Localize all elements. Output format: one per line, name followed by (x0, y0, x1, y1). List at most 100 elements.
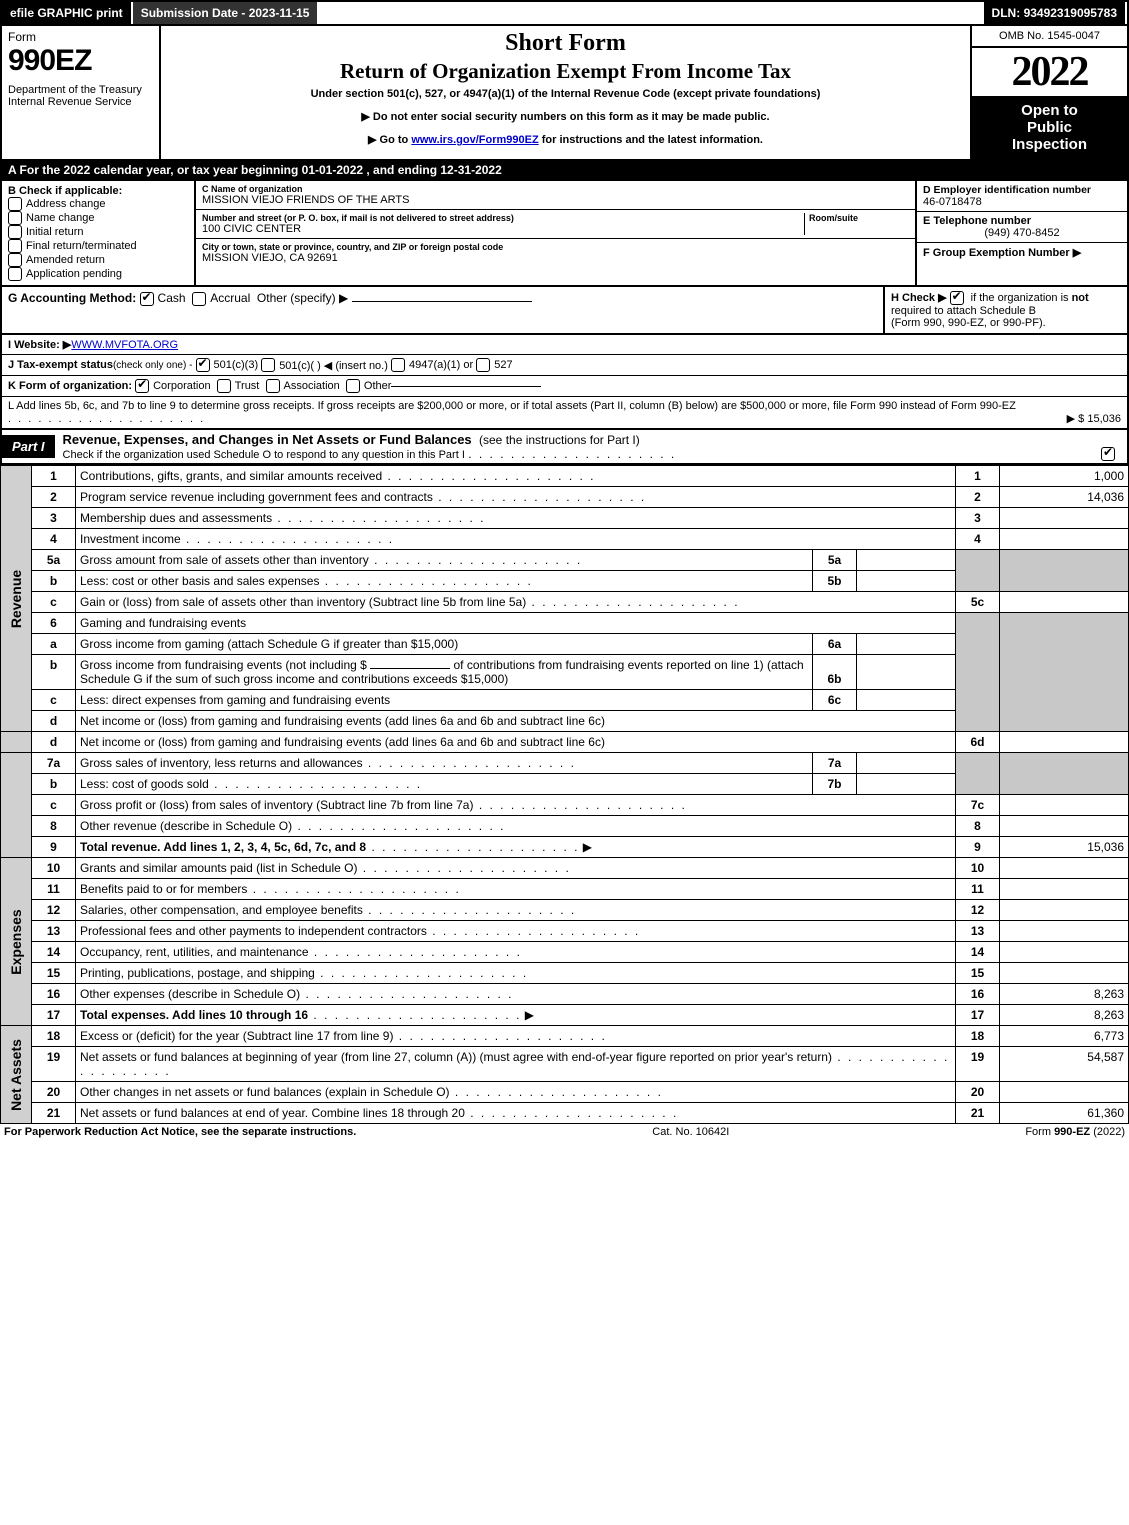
line7b-subnum: 7b (813, 774, 857, 795)
line7a-desc: Gross sales of inventory, less returns a… (76, 753, 813, 774)
k-other: Other (364, 380, 392, 392)
line5b-subamt (857, 571, 956, 592)
line6-num: 6 (32, 613, 76, 634)
h-not: not (1072, 292, 1089, 304)
j-1: 501(c)(3) (214, 359, 259, 371)
line9-amount: 15,036 (1000, 837, 1129, 858)
g-label: G Accounting Method: (8, 291, 136, 305)
line8-amount (1000, 816, 1129, 837)
checkbox-address-change[interactable] (8, 197, 22, 211)
line7b-num: b (32, 774, 76, 795)
ein-value: 46-0718478 (923, 196, 1121, 208)
opt-name: Name change (26, 212, 95, 224)
line6d-box: 6d (956, 732, 1000, 753)
line18-amount: 6,773 (1000, 1026, 1129, 1047)
line2-box: 2 (956, 487, 1000, 508)
website-link[interactable]: WWW.MVFOTA.ORG (71, 339, 178, 351)
org-name-label: C Name of organization (202, 184, 909, 194)
part1-table-cont: d Net income or (loss) from gaming and f… (0, 731, 1129, 1124)
checkbox-other[interactable] (346, 379, 360, 393)
line6b-num: b (32, 655, 76, 690)
line6b-blank[interactable] (370, 668, 450, 669)
org-name-cell: C Name of organization MISSION VIEJO FRI… (196, 181, 915, 210)
checkbox-501c[interactable] (261, 358, 275, 372)
checkbox-name-change[interactable] (8, 211, 22, 225)
checkbox-corp[interactable] (135, 379, 149, 393)
g-other-input[interactable] (352, 301, 532, 302)
line7b-subamt (857, 774, 956, 795)
line6d-desc2: Net income or (loss) from gaming and fun… (76, 732, 956, 753)
part1-tag: Part I (2, 435, 55, 458)
line21-box: 21 (956, 1103, 1000, 1124)
line18-num: 18 (32, 1026, 76, 1047)
topbar-spacer (319, 2, 983, 24)
h-text3: (Form 990, 990-EZ, or 990-PF). (891, 317, 1046, 329)
part1-check-dots (468, 447, 676, 461)
checkbox-accrual[interactable] (192, 292, 206, 306)
line5a-desc: Gross amount from sale of assets other t… (76, 550, 813, 571)
checkbox-trust[interactable] (217, 379, 231, 393)
j-label: J Tax-exempt status (8, 359, 113, 371)
submission-date-button[interactable]: Submission Date - 2023-11-15 (133, 2, 320, 24)
l-text: L Add lines 5b, 6c, and 7b to line 9 to … (8, 400, 1016, 412)
instructions-link[interactable]: www.irs.gov/Form990EZ (411, 134, 538, 146)
line11-amount (1000, 879, 1129, 900)
h-box: H Check ▶ if the organization is not req… (883, 287, 1127, 333)
line6b-desc1: Gross income from fundraising events (no… (80, 658, 367, 672)
line4-amount (1000, 529, 1129, 550)
line4-num: 4 (32, 529, 76, 550)
street-label: Number and street (or P. O. box, if mail… (202, 213, 804, 223)
line5a-subamt (857, 550, 956, 571)
footer-right: Form 990-EZ (2022) (1025, 1126, 1125, 1138)
j-3: 4947(a)(1) or (409, 359, 473, 371)
line6b-subnum: 6b (813, 655, 857, 690)
line19-num: 19 (32, 1047, 76, 1082)
line20-desc: Other changes in net assets or fund bala… (76, 1082, 956, 1103)
inspection-badge: Open to Public Inspection (972, 96, 1127, 159)
checkbox-cash[interactable] (140, 292, 154, 306)
city-cell: City or town, state or province, country… (196, 239, 915, 281)
line6-desc: Gaming and fundraising events (76, 613, 956, 634)
line15-num: 15 (32, 963, 76, 984)
j-note: (check only one) - (113, 360, 192, 371)
line1-amount: 1,000 (1000, 466, 1129, 487)
h-text2: required to attach Schedule B (891, 305, 1036, 317)
line7-grayamt (1000, 753, 1129, 795)
line1-desc: Contributions, gifts, grants, and simila… (76, 466, 956, 487)
vlabel-revenue-cont2 (1, 753, 32, 858)
line9-box: 9 (956, 837, 1000, 858)
checkbox-initial-return[interactable] (8, 225, 22, 239)
checkbox-assoc[interactable] (266, 379, 280, 393)
line6c-subnum: 6c (813, 690, 857, 711)
line7a-subamt (857, 753, 956, 774)
line16-box: 16 (956, 984, 1000, 1005)
checkbox-schedule-o[interactable] (1101, 447, 1115, 461)
line4-desc: Investment income (76, 529, 956, 550)
checkbox-4947[interactable] (391, 358, 405, 372)
line12-amount (1000, 900, 1129, 921)
line6b-desc: Gross income from fundraising events (no… (76, 655, 813, 690)
bullet-2: ▶ Go to www.irs.gov/Form990EZ for instru… (167, 133, 964, 146)
checkbox-h[interactable] (950, 291, 964, 305)
efile-print-button[interactable]: efile GRAPHIC print (2, 2, 133, 24)
checkbox-amended[interactable] (8, 253, 22, 267)
line14-num: 14 (32, 942, 76, 963)
header-center: Short Form Return of Organization Exempt… (161, 26, 970, 159)
h-text1: if the organization is (971, 292, 1072, 304)
line5c-desc: Gain or (loss) from sale of assets other… (76, 592, 956, 613)
line19-desc: Net assets or fund balances at beginning… (76, 1047, 956, 1082)
checkbox-pending[interactable] (8, 267, 22, 281)
footer-left: For Paperwork Reduction Act Notice, see … (4, 1126, 356, 1138)
checkbox-527[interactable] (476, 358, 490, 372)
dln-value: 93492319095783 (1024, 6, 1117, 20)
part1-header: Part I Revenue, Expenses, and Changes in… (0, 430, 1129, 465)
line5c-num: c (32, 592, 76, 613)
k-label: K Form of organization: (8, 380, 132, 392)
phone-cell: E Telephone number (949) 470-8452 (917, 212, 1127, 243)
checkbox-501c3[interactable] (196, 358, 210, 372)
g-accrual: Accrual (210, 291, 250, 305)
i-label: I Website: ▶ (8, 338, 71, 351)
k-other-input[interactable] (391, 386, 541, 387)
k-corp: Corporation (153, 380, 210, 392)
checkbox-final-return[interactable] (8, 239, 22, 253)
